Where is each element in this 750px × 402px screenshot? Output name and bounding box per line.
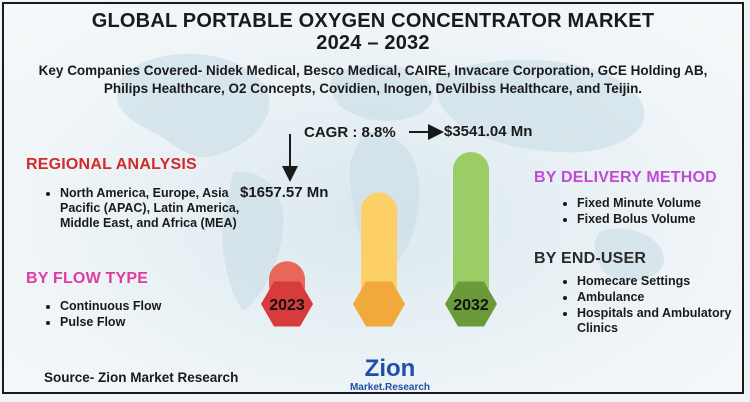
delivery-method-title: BY DELIVERY METHOD xyxy=(534,169,717,186)
list-item: Homecare Settings xyxy=(577,274,742,289)
source-note: Source- Zion Market Research xyxy=(44,370,239,385)
list-item: Fixed Minute Volume xyxy=(577,196,701,211)
value-label-2023: $1657.57 Mn xyxy=(240,184,329,201)
companies-subtitle: Key Companies Covered- Nidek Medical, Be… xyxy=(38,63,708,96)
flow-type-list: Continuous Flow Pulse Flow xyxy=(42,299,161,331)
market-chart: 2023 2032 xyxy=(261,124,497,327)
bar-2032 xyxy=(453,152,489,304)
list-item: Fixed Bolus Volume xyxy=(577,212,701,227)
category-label-2032: 2032 xyxy=(453,297,489,314)
end-user-list: Homecare Settings Ambulance Hospitals an… xyxy=(559,274,742,337)
list-item: Continuous Flow xyxy=(60,299,161,314)
page-title: GLOBAL PORTABLE OXYGEN CONCENTRATOR MARK… xyxy=(4,10,742,54)
regional-list: North America, Europe, Asia Pacific (APA… xyxy=(42,186,240,232)
end-user-title: BY END-USER xyxy=(534,250,647,267)
zion-logo: Zion Market.Research xyxy=(350,355,430,393)
list-item: Hospitals and Ambulatory Clinics xyxy=(577,306,742,336)
title-line-1: GLOBAL PORTABLE OXYGEN CONCENTRATOR MARK… xyxy=(91,10,655,32)
category-label-2023: 2023 xyxy=(269,297,305,314)
list-item: Ambulance xyxy=(577,290,742,305)
badge-2023 xyxy=(261,281,313,327)
value-label-2032: $3541.04 Mn xyxy=(444,123,533,140)
svg-text:Zion: Zion xyxy=(365,355,416,382)
delivery-method-list: Fixed Minute Volume Fixed Bolus Volume xyxy=(559,196,701,228)
svg-text:Market.Research: Market.Research xyxy=(350,382,430,393)
title-line-2: 2024 – 2032 xyxy=(316,32,430,54)
badge-forecast xyxy=(353,281,405,327)
cagr-label: CAGR : 8.8% xyxy=(304,124,396,141)
regional-analysis-title: REGIONAL ANALYSIS xyxy=(26,156,197,173)
badge-2032 xyxy=(445,281,497,327)
list-item: North America, Europe, Asia Pacific (APA… xyxy=(60,186,240,231)
bar-forecast xyxy=(361,192,397,304)
list-item: Pulse Flow xyxy=(60,315,161,330)
infographic-frame: GLOBAL PORTABLE OXYGEN CONCENTRATOR MARK… xyxy=(2,2,744,394)
flow-type-title: BY FLOW TYPE xyxy=(26,270,149,287)
